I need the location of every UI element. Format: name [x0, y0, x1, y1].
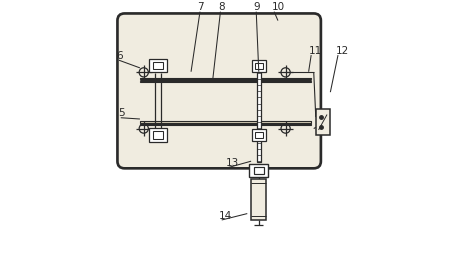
Bar — [251, 179, 266, 220]
Text: 13: 13 — [226, 158, 239, 168]
Bar — [149, 128, 167, 142]
Bar — [153, 62, 163, 69]
Bar — [252, 129, 266, 141]
Bar — [149, 59, 167, 73]
FancyBboxPatch shape — [117, 13, 321, 168]
Text: 14: 14 — [219, 211, 233, 221]
Bar — [257, 65, 261, 136]
Bar — [252, 60, 266, 71]
Text: 11: 11 — [309, 46, 322, 56]
Bar — [255, 132, 263, 138]
Bar — [249, 164, 268, 177]
Text: 7: 7 — [197, 2, 204, 12]
Text: 8: 8 — [218, 2, 225, 12]
Bar — [257, 136, 261, 162]
Text: 10: 10 — [272, 2, 285, 12]
Bar — [254, 167, 264, 174]
Bar — [140, 81, 311, 82]
Bar — [153, 132, 163, 139]
Bar — [140, 121, 311, 123]
Text: 5: 5 — [118, 109, 125, 118]
Bar — [140, 124, 311, 125]
Bar — [255, 63, 263, 69]
Bar — [316, 109, 330, 135]
Text: 12: 12 — [335, 46, 349, 56]
Text: 9: 9 — [254, 2, 260, 12]
Bar — [140, 78, 311, 80]
Text: 6: 6 — [116, 51, 123, 61]
